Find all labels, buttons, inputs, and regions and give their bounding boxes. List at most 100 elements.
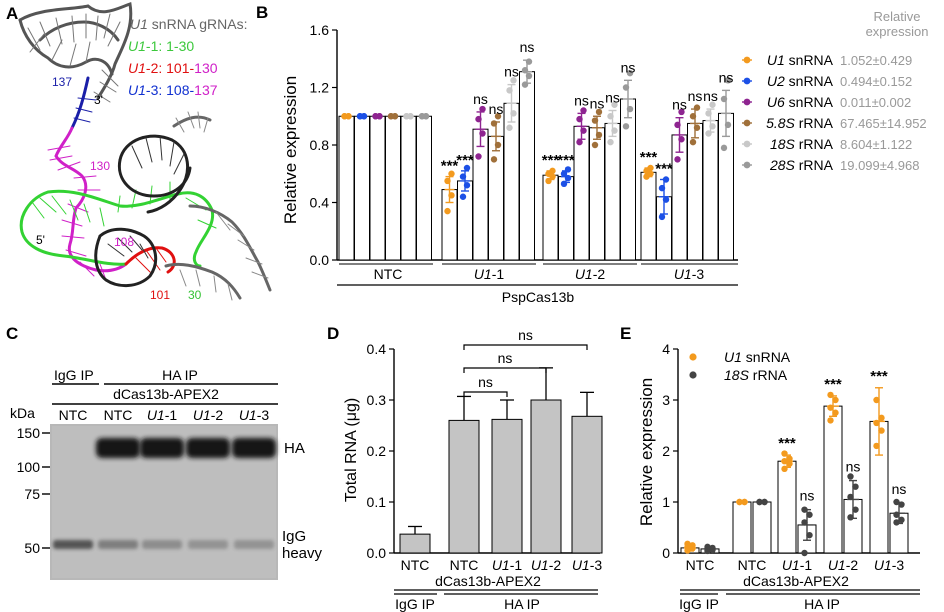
d-ip-label-ha: HA IP — [504, 596, 540, 612]
b-bar — [519, 71, 535, 261]
b-data-point — [510, 77, 517, 84]
b-data-point — [720, 144, 728, 152]
e-data-point — [852, 506, 859, 513]
b-data-point — [689, 138, 697, 146]
b-data-point — [607, 138, 614, 146]
label-108: 108 — [114, 235, 134, 249]
b-legend: U1 snRNA 1.052±0.429 U2 snRNA 0.494±0.152 U6… — [742, 52, 927, 173]
b-data-point — [678, 108, 685, 116]
b-bar — [385, 115, 401, 261]
e-significance-label: *** — [870, 368, 888, 385]
b-data-point — [407, 113, 414, 120]
panel-c-letter: C — [6, 324, 18, 343]
e-data-point — [781, 465, 788, 473]
b-data-point — [591, 141, 599, 149]
b-y-tick-label: 0.0 — [310, 252, 330, 268]
b-data-point — [580, 107, 587, 114]
label-5prime: 5' — [36, 233, 45, 247]
b-bottom-label: PspCas13b — [502, 289, 575, 305]
b-significance-label: ns — [621, 59, 636, 75]
b-legend-value: 1.052±0.429 — [840, 53, 912, 68]
b-data-point — [662, 176, 670, 183]
d-comparison-bracket — [463, 344, 588, 350]
b-significance-label: ns — [672, 97, 687, 113]
e-data-point — [873, 396, 880, 404]
b-data-point — [475, 153, 482, 160]
b-data-point — [444, 207, 451, 215]
e-bar — [732, 501, 752, 554]
b-data-point — [463, 182, 471, 189]
e-data-point — [878, 427, 885, 434]
b-significance-label: *** — [640, 149, 658, 166]
b-data-point — [360, 113, 368, 120]
b-bar — [488, 135, 504, 261]
b-data-point — [674, 121, 681, 129]
c-band-ha — [140, 438, 184, 458]
c-band-ha — [186, 438, 230, 458]
c-ip-label-igg: IgG IP — [54, 367, 94, 383]
b-data-point — [479, 130, 486, 137]
label-30: 30 — [188, 288, 202, 302]
d-comparison-bracket — [463, 391, 508, 397]
e-data-point — [741, 498, 748, 506]
b-data-point — [494, 113, 502, 120]
b-bar — [573, 125, 590, 261]
b-bar — [338, 115, 355, 261]
b-significance-label: ns — [473, 91, 488, 107]
b-data-point — [479, 105, 486, 113]
b-legend-value: 19.099±4.968 — [840, 158, 919, 173]
d-ip-label-igg: IgG IP — [395, 596, 435, 612]
b-significance-label: ns — [520, 39, 535, 55]
b-data-point — [611, 127, 618, 134]
b-data-point — [494, 141, 502, 149]
e-data-point — [832, 396, 839, 404]
e-significance-label: *** — [778, 435, 796, 452]
d-y-tick-label: 0.1 — [367, 494, 387, 510]
b-data-point — [564, 174, 572, 182]
label-130: 130 — [90, 159, 110, 173]
e-y-tick-label: 2 — [662, 443, 670, 459]
b-data-point — [709, 101, 716, 108]
b-group-label: U1-3 — [674, 266, 705, 282]
b-legend-name: U6 snRNA — [767, 94, 834, 110]
c-band-igg — [142, 540, 182, 549]
b-data-point — [720, 95, 728, 103]
b-data-point — [626, 69, 634, 77]
d-comparison-label: ns — [478, 374, 493, 390]
d-bar — [491, 418, 523, 554]
e-y-axis-label: Relative expression — [637, 378, 656, 526]
e-data-point — [801, 506, 808, 513]
b-bar — [472, 128, 489, 261]
c-marker-label: 50 — [24, 540, 40, 556]
c-lane-label: NTC — [59, 407, 88, 423]
b-data-point — [448, 170, 455, 177]
e-data-point — [832, 409, 839, 416]
panel-d-letter: D — [327, 324, 339, 343]
b-significance-label: ns — [605, 90, 620, 106]
b-significance-label: *** — [441, 158, 459, 175]
b-legend-marker — [743, 56, 751, 64]
c-lane-label: U1-1 — [147, 407, 178, 423]
d-y-tick-label: 0.3 — [367, 392, 387, 408]
d-bar — [448, 419, 480, 554]
e-data-point — [801, 549, 808, 557]
b-data-point — [345, 113, 352, 120]
d-x-tick-label: U1-1 — [492, 557, 523, 573]
e-data-point — [786, 455, 793, 462]
e-data-point — [704, 543, 711, 551]
b-group-label: NTC — [374, 266, 403, 282]
e-data-point — [827, 404, 834, 411]
b-group-label: U1-1 — [474, 266, 505, 282]
e-data-point — [827, 417, 834, 424]
b-legend-marker — [743, 161, 751, 169]
b-data-point — [510, 110, 517, 117]
e-significance-label: *** — [824, 376, 842, 393]
e-data-point — [873, 419, 880, 427]
e-x-tick-label: U1-1 — [782, 557, 813, 573]
b-data-point — [490, 156, 498, 163]
chart-e: 0 1 2 3 4 *** ns *** ns *** ns NTC NTC U1-1 U1-2 U1-3 — [662, 341, 920, 573]
b-data-point — [724, 77, 732, 84]
e-data-point — [709, 544, 716, 552]
